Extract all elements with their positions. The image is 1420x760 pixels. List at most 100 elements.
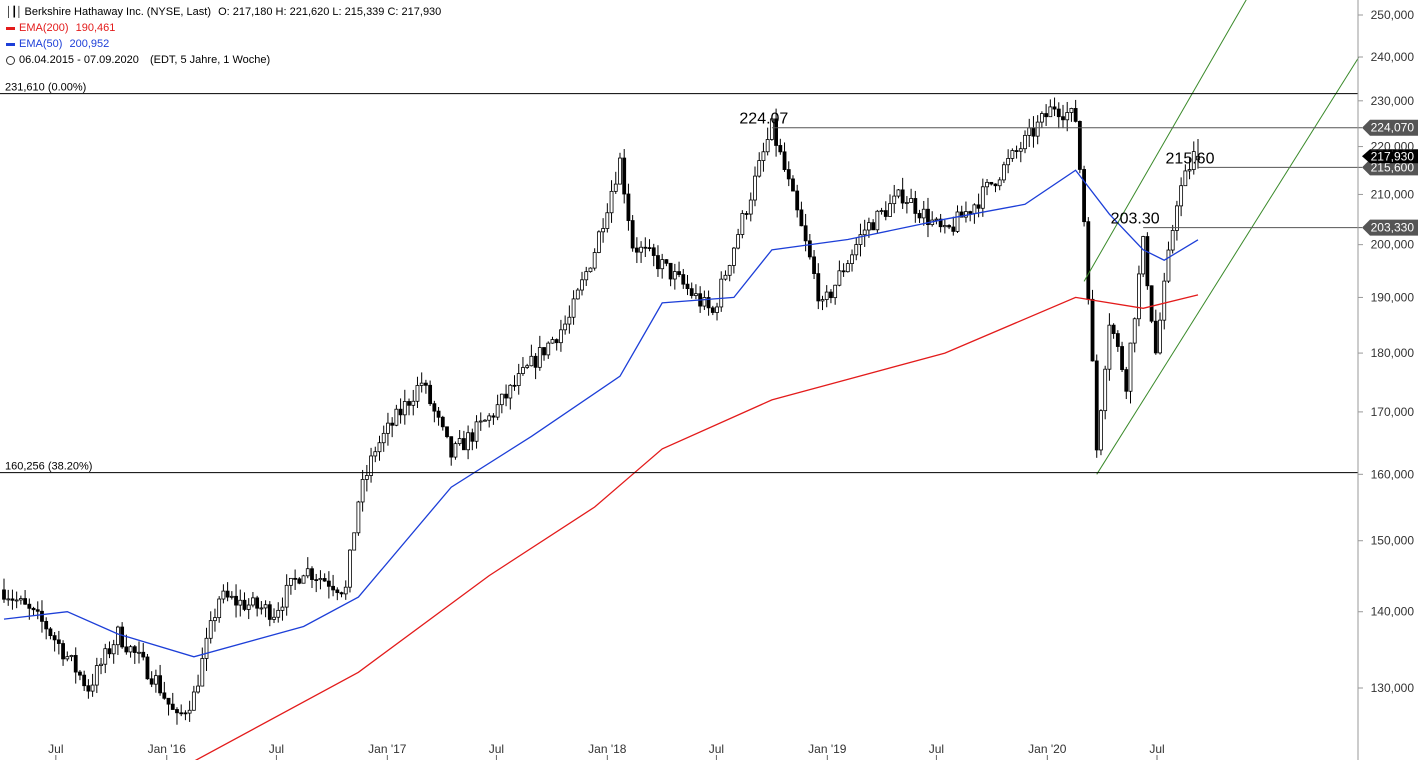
candle-body (196, 685, 200, 693)
candle-body (1166, 249, 1171, 282)
candle-body (419, 382, 424, 386)
candle-body (1162, 280, 1167, 321)
candle-body (466, 432, 470, 451)
candle-body (765, 139, 770, 153)
candle-body (959, 211, 964, 218)
candle-body (369, 455, 373, 476)
candle-body (862, 229, 867, 236)
candle-body (1073, 108, 1078, 122)
legend-ema200[interactable]: EMA(200) 190,461 (6, 22, 115, 34)
chart-title-row: │┃│ Berkshire Hathaway Inc. (NYSE, Last) … (6, 6, 441, 18)
candle-body (782, 151, 787, 170)
level-price-marker (1362, 219, 1418, 236)
candle-body (162, 692, 167, 699)
candle-body (719, 278, 724, 308)
candlestick-series (2, 97, 1200, 725)
candle-body (137, 651, 141, 654)
candle-body (1124, 369, 1129, 392)
candle-body (634, 247, 639, 253)
candle-body (61, 643, 65, 660)
candle-body (761, 151, 766, 161)
legend-ema50[interactable]: EMA(50) 200,952 (6, 38, 109, 50)
candle-body (630, 220, 635, 249)
candle-body (14, 599, 19, 602)
candle-body (867, 222, 871, 231)
candle-body (1099, 410, 1103, 451)
candle-body (643, 246, 648, 249)
candle-body (677, 271, 681, 275)
candle-body (980, 186, 985, 209)
candle-body (563, 323, 568, 331)
candle-body (187, 709, 192, 714)
candle-body (1179, 185, 1184, 207)
candle-body (432, 403, 437, 412)
candle-body (968, 211, 973, 214)
candle-body (951, 226, 956, 232)
candle-body (816, 273, 821, 302)
candle-body (571, 298, 576, 318)
candle-body (474, 421, 479, 442)
candle-body (622, 157, 627, 195)
candle-body (310, 568, 314, 580)
level-annotation: 203.30 (1111, 211, 1160, 228)
level-price-marker-label: 215,600 (1371, 160, 1415, 174)
candle-body (757, 160, 762, 177)
candle-body (934, 218, 939, 221)
candle-body (681, 274, 686, 285)
last-price-label: 217,930 (1371, 149, 1415, 163)
y-tick-label: 140,000 (1371, 605, 1415, 619)
candle-body (82, 674, 87, 687)
candle-body (360, 479, 365, 503)
candle-body (845, 263, 850, 273)
candle-body (1175, 205, 1179, 231)
x-tick-label: Jul (929, 742, 944, 756)
y-tick-label: 220,000 (1371, 140, 1415, 154)
candle-body (221, 590, 226, 600)
candle-body (904, 202, 909, 204)
candle-body (715, 306, 719, 313)
x-axis: Jul Jan '16 Jul Jan '17 Jul Jan '18 Jul Jan '19… (48, 742, 1165, 760)
candle-body (111, 644, 116, 655)
candle-body (1132, 318, 1137, 344)
bar-chart-icon: │┃│ (6, 7, 23, 18)
candle-body (284, 584, 289, 608)
candle-body (242, 599, 247, 610)
candle-body (259, 607, 264, 610)
candle-body (158, 675, 163, 694)
trend-channel-lower (1096, 56, 1360, 475)
candle-body (702, 297, 707, 307)
candle-body (1196, 155, 1200, 161)
candle-body (740, 213, 745, 235)
candle-body (748, 199, 753, 215)
candle-body (103, 648, 108, 665)
candle-body (491, 415, 496, 418)
candle-body (120, 626, 125, 648)
candle-body (191, 691, 196, 711)
x-tick-label: Jan '17 (368, 742, 407, 756)
candle-body (217, 598, 222, 619)
candle-body (791, 178, 795, 192)
candle-body (829, 291, 833, 299)
candle-body (234, 595, 238, 606)
x-tick-label: Jan '18 (588, 742, 627, 756)
candle-body (128, 646, 133, 653)
candle-body (440, 416, 445, 428)
candle-body (229, 595, 234, 598)
candle-body (605, 212, 610, 229)
candle-body (377, 442, 382, 453)
candle-body (689, 288, 694, 296)
y-tick-label: 210,000 (1371, 187, 1415, 201)
candle-body (314, 579, 319, 581)
candle-body (837, 270, 842, 286)
candle-body (588, 267, 593, 273)
candle-body (499, 393, 504, 406)
candle-body (1111, 324, 1116, 334)
candle-body (238, 599, 243, 606)
candle-body (542, 347, 546, 356)
candle-body (997, 179, 1002, 187)
candle-body (896, 189, 901, 197)
y-tick-label: 180,000 (1371, 346, 1415, 360)
candle-body (1141, 236, 1146, 275)
candle-body (280, 606, 285, 611)
